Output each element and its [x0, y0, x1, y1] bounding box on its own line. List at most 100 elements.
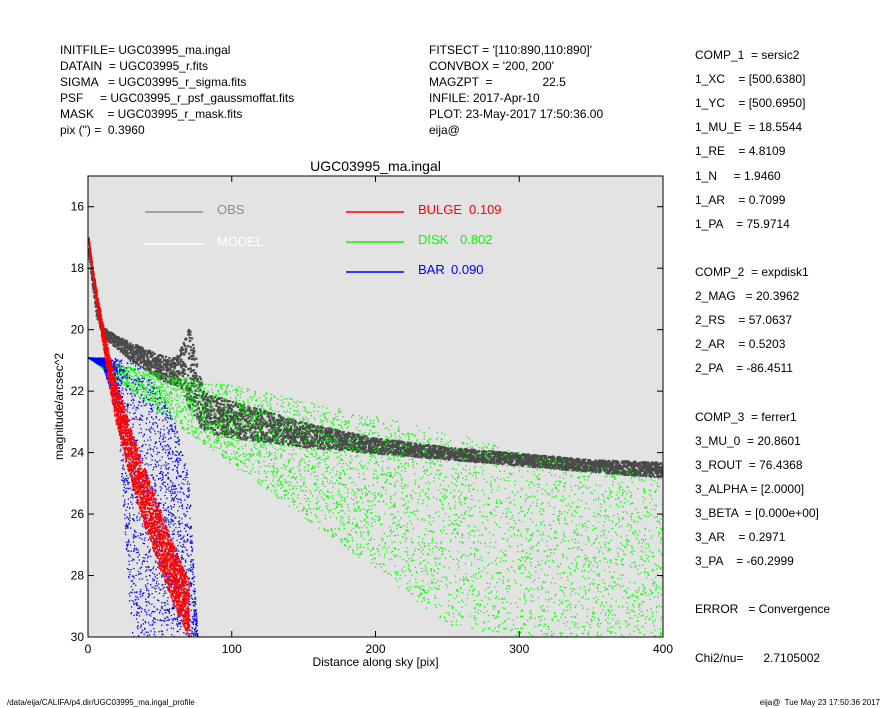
data-point: [122, 344, 125, 347]
data-point: [187, 345, 190, 348]
data-point: [490, 450, 494, 453]
data-point: [206, 423, 209, 426]
data-point: [406, 450, 409, 453]
data-point: [521, 460, 524, 463]
data-point: [379, 438, 382, 441]
data-point: [322, 435, 325, 438]
data-point: [228, 405, 232, 409]
data-point: [562, 467, 565, 470]
data-point: [380, 438, 383, 441]
data-point: [284, 428, 287, 431]
data-point: [262, 432, 265, 435]
data-point: [176, 375, 179, 378]
data-point: [317, 440, 320, 443]
data-point: [321, 442, 324, 445]
data-point: [374, 444, 378, 448]
data-point: [251, 435, 254, 438]
data-point: [360, 442, 363, 446]
data-point: [120, 346, 123, 349]
data-point: [235, 431, 238, 434]
data-point: [572, 467, 575, 470]
data-point: [217, 396, 221, 400]
data-point: [168, 356, 171, 360]
data-point: [176, 384, 179, 387]
data-point: [260, 433, 264, 436]
data-point: [350, 446, 353, 449]
data-point: [324, 441, 328, 444]
data-point: [218, 418, 221, 421]
data-point: [469, 455, 472, 458]
data-point: [309, 429, 312, 432]
data-point: [634, 463, 637, 466]
data-point: [195, 374, 198, 378]
data-point: [219, 414, 222, 417]
data-point: [228, 400, 231, 403]
data-point: [237, 427, 240, 430]
data-point: [598, 464, 602, 467]
data-point: [277, 430, 280, 433]
data-point: [188, 406, 192, 409]
data-point: [233, 420, 236, 423]
data-point: [203, 423, 207, 426]
data-point: [412, 451, 416, 454]
data-point: [323, 446, 326, 449]
data-point: [542, 454, 545, 458]
data-point: [521, 464, 525, 468]
data-point: [220, 399, 223, 403]
data-point: [329, 435, 332, 438]
data-point: [547, 460, 551, 463]
data-point: [350, 436, 353, 439]
data-point: [379, 440, 382, 443]
data-point: [383, 451, 386, 455]
data-point: [216, 434, 220, 437]
data-point: [616, 472, 619, 476]
data-point: [345, 435, 348, 439]
data-point: [566, 468, 569, 472]
data-point: [254, 434, 257, 437]
data-point: [254, 425, 257, 428]
data-point: [305, 425, 308, 428]
data-point: [391, 442, 394, 445]
data-point: [128, 344, 132, 348]
data-point: [650, 469, 653, 472]
data-point: [156, 375, 159, 378]
data-point: [435, 445, 438, 448]
data-point: [342, 430, 345, 434]
data-point: [302, 434, 305, 437]
data-point: [389, 449, 392, 452]
data-point: [181, 374, 185, 378]
data-point: [648, 473, 651, 476]
data-point: [149, 355, 152, 358]
data-point: [527, 454, 530, 457]
data-point: [238, 432, 241, 435]
data-point: [153, 360, 156, 363]
data-point: [414, 453, 417, 457]
data-point: [337, 434, 341, 437]
data-point: [311, 429, 314, 432]
data-point: [651, 462, 654, 466]
data-point: [89, 263, 93, 266]
data-point: [229, 404, 233, 407]
data-point: [372, 439, 376, 442]
data-point: [436, 451, 439, 454]
data-point: [633, 462, 636, 465]
data-point: [245, 438, 248, 441]
data-point: [226, 409, 229, 413]
data-point: [280, 433, 283, 436]
data-point: [126, 341, 129, 345]
data-point: [648, 469, 651, 473]
data-point: [537, 458, 540, 461]
data-point: [510, 460, 514, 463]
data-point: [115, 343, 118, 347]
data-point: [319, 426, 322, 429]
data-point: [332, 445, 335, 448]
data-point: [135, 349, 138, 352]
data-point: [113, 334, 117, 337]
data-point: [496, 453, 500, 456]
data-point: [129, 348, 132, 352]
data-point: [370, 451, 373, 455]
data-point: [419, 446, 422, 449]
data-point: [328, 431, 331, 434]
data-point: [375, 440, 378, 443]
data-point: [648, 474, 651, 477]
